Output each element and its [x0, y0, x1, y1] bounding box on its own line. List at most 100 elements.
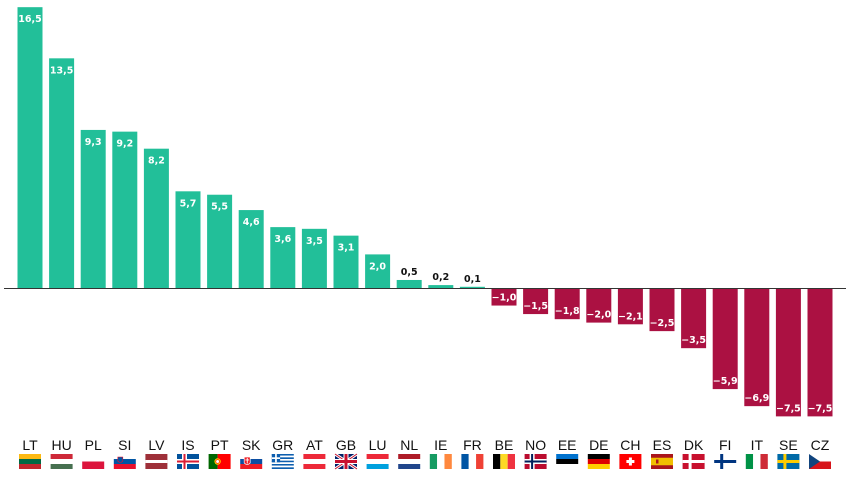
value-label-is: 5,7 [180, 198, 197, 209]
value-label-es: −2,5 [650, 318, 675, 329]
category-label-lv: LV [148, 437, 165, 453]
portugal-flag-icon [208, 454, 231, 469]
norway-flag-icon [524, 454, 547, 469]
greece-flag-icon [271, 454, 294, 469]
italy-flag-icon [745, 454, 768, 469]
value-label-sk: 4,6 [243, 217, 260, 228]
bar-si [112, 131, 138, 289]
iceland-flag-icon [177, 454, 199, 469]
slovakia-flag-icon [240, 454, 263, 469]
category-label-dk: DK [684, 437, 704, 453]
category-label-fr: FR [463, 437, 482, 453]
slovenia-flag-icon [113, 454, 136, 469]
value-label-lu: 2,0 [369, 261, 386, 272]
flags-group [19, 452, 831, 471]
bar-no [523, 288, 549, 315]
category-label-gr: GR [272, 437, 293, 453]
category-label-pt: PT [211, 437, 229, 453]
bar-gr [270, 227, 296, 289]
netherlands-flag-icon [398, 454, 421, 469]
austria-flag-icon [303, 454, 326, 469]
hungary-flag-icon [50, 454, 73, 469]
bar-pt [207, 194, 233, 289]
value-label-gb: 3,1 [338, 243, 355, 254]
value-label-cz: −7,5 [808, 403, 833, 414]
bar-es [649, 288, 675, 332]
bar-ee [554, 288, 580, 320]
value-label-fi: −5,9 [713, 376, 738, 387]
bar-gb [333, 235, 359, 289]
bar-lt [17, 7, 43, 289]
value-label-be: −1,0 [492, 293, 517, 304]
value-label-ch: −2,1 [618, 311, 643, 322]
category-label-lu: LU [369, 437, 387, 453]
luxembourg-flag-icon [366, 454, 389, 469]
category-label-pl: PL [85, 437, 102, 453]
germany-flag-icon [587, 454, 610, 469]
category-label-at: AT [306, 437, 323, 453]
bar-sk [238, 210, 264, 289]
value-label-se: −7,5 [776, 403, 801, 414]
value-label-hu: 13,5 [50, 65, 73, 76]
value-label-si: 9,2 [116, 139, 133, 150]
bar-is [175, 191, 201, 289]
value-label-pl: 9,3 [85, 137, 102, 148]
value-label-no: −1,5 [523, 301, 548, 312]
category-labels-group: LT HU PL SI LV IS PT SK GR AT GB LU NL IE FR BE NO EE DE CH… [22, 437, 829, 453]
bar-se [775, 288, 801, 417]
belgium-flag-icon [493, 454, 515, 469]
value-label-dk: −3,5 [681, 335, 706, 346]
category-label-ee: EE [558, 437, 577, 453]
bar-dk [681, 288, 707, 349]
bar-nl [396, 279, 422, 289]
bar-it [744, 288, 770, 407]
estonia-flag-icon [556, 454, 579, 469]
category-label-hu: HU [51, 437, 71, 453]
category-label-no: NO [525, 437, 546, 453]
category-label-ch: CH [620, 437, 640, 453]
value-label-lt: 16,5 [18, 14, 41, 25]
value-label-ee: −1,8 [555, 306, 580, 317]
bar-ie [428, 285, 454, 289]
category-label-sk: SK [242, 437, 261, 453]
value-label-pt: 5,5 [211, 202, 228, 213]
bar-at [301, 228, 327, 289]
category-label-cz: CZ [811, 437, 830, 453]
category-label-it: IT [751, 437, 764, 453]
value-label-fr: 0,1 [464, 274, 481, 285]
category-label-de: DE [589, 437, 608, 453]
sweden-flag-icon [777, 454, 800, 469]
bar-hu [49, 58, 75, 289]
value-label-ie: 0,2 [432, 272, 449, 283]
value-labels-group: 16,5 13,5 9,3 9,2 8,2 5,7 5,5 4,6 3,6 3,5 3,1 2,0 0,… [18, 14, 832, 414]
category-label-be: BE [495, 437, 514, 453]
category-label-lt: LT [22, 437, 38, 453]
united-kingdom-flag-icon [334, 452, 358, 471]
bars-group [17, 7, 833, 417]
category-label-es: ES [653, 437, 672, 453]
value-label-nl: 0,5 [401, 267, 418, 278]
bar-de [586, 288, 612, 323]
denmark-flag-icon [682, 454, 705, 469]
category-label-fi: FI [719, 437, 731, 453]
lithuania-flag-icon [19, 454, 41, 469]
bar-pl [80, 129, 106, 289]
category-label-nl: NL [400, 437, 418, 453]
latvia-flag-icon [145, 454, 168, 469]
bar-cz [807, 288, 833, 417]
value-label-it: −6,9 [744, 393, 769, 404]
czechia-flag-icon [809, 454, 831, 469]
category-label-gb: GB [336, 437, 356, 453]
category-label-is: IS [181, 437, 194, 453]
category-label-ie: IE [434, 437, 447, 453]
value-label-lv: 8,2 [148, 156, 165, 167]
poland-flag-icon [82, 454, 105, 469]
value-label-gr: 3,6 [274, 234, 291, 245]
france-flag-icon [461, 454, 484, 469]
spain-flag-icon [651, 454, 673, 469]
bar-fr [459, 286, 485, 289]
bar-be [491, 288, 517, 306]
value-label-de: −2,0 [586, 310, 611, 321]
category-label-si: SI [118, 437, 131, 453]
